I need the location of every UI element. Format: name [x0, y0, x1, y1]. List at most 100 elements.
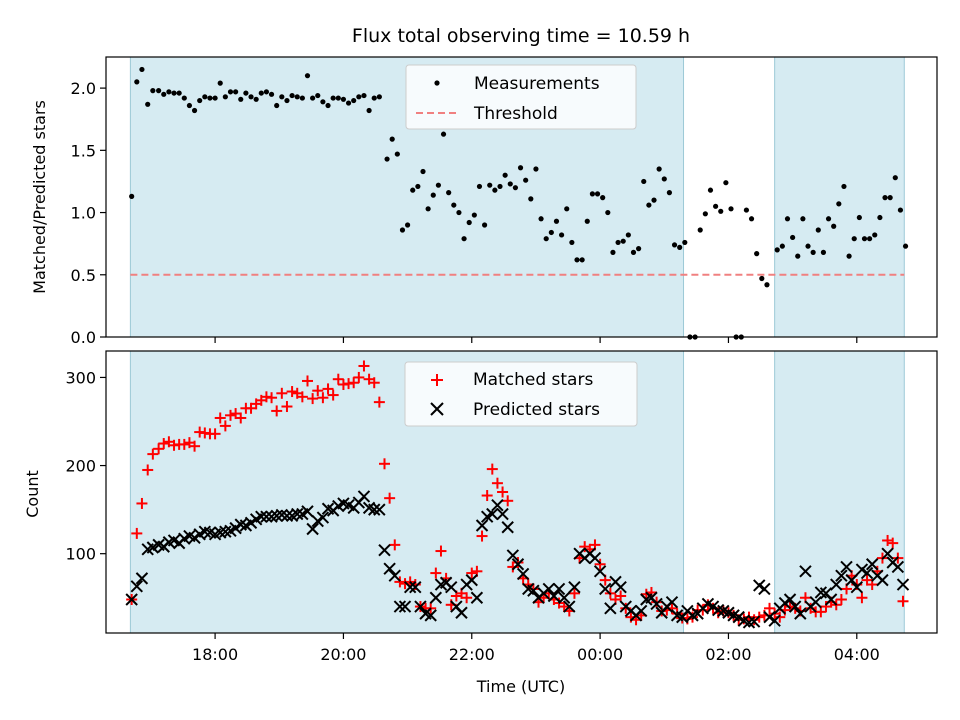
predicted-star-stroke [763, 610, 776, 624]
measurement-point [630, 249, 637, 255]
matched-star-point [882, 534, 894, 546]
matched-star-point [697, 604, 709, 616]
measurement-point [446, 190, 452, 196]
measurement-point [543, 236, 549, 242]
predicted-star-point [634, 604, 648, 618]
predicted-star-stroke [516, 567, 530, 581]
top-panel: 0.00.51.01.52.0 Matched/Predicted stars … [30, 56, 938, 347]
measurement-point [351, 97, 357, 104]
predicted-star-stroke [552, 582, 566, 596]
predicted-star-stroke [891, 560, 905, 574]
predicted-star-point [516, 567, 530, 581]
measurement-point [263, 89, 270, 95]
predicted-star-stroke [398, 600, 412, 613]
predicted-star-stroke [701, 597, 715, 611]
predicted-star-point [393, 600, 407, 613]
predicted-star-stroke [732, 610, 745, 624]
measurement-point [217, 80, 223, 86]
predicted-star-stroke [840, 560, 853, 574]
measurement-point [671, 242, 678, 248]
bottom-axes-frame [105, 350, 938, 634]
y-tick-label: 0.5 [71, 266, 96, 285]
measurement-point [466, 219, 472, 226]
predicted-star-stroke [465, 573, 478, 587]
top-legend-box [405, 64, 637, 130]
predicted-star-stroke [429, 591, 443, 604]
predicted-star-stroke [393, 600, 407, 613]
measurement-point [404, 222, 411, 228]
predicted-star-stroke [706, 600, 720, 613]
matched-star-point [327, 389, 339, 401]
measurement-point [523, 177, 529, 183]
measurement-point [176, 90, 182, 96]
predicted-star-stroke [445, 580, 458, 594]
measurement-point [304, 73, 311, 79]
measurement-point [315, 92, 321, 99]
y-tick-label: 2.0 [71, 79, 96, 98]
y-tick-label: 300 [65, 368, 96, 387]
predicted-star-stroke [486, 507, 499, 521]
predicted-star-stroke [291, 507, 304, 521]
matched-star-point [594, 558, 606, 570]
predicted-star-stroke [501, 521, 514, 534]
measurement-point [197, 97, 203, 104]
predicted-star-stroke [316, 511, 330, 524]
predicted-star-stroke [737, 614, 751, 627]
predicted-star-stroke [665, 595, 679, 609]
measurement-point [882, 195, 888, 201]
predicted-star-point [506, 549, 520, 562]
measurement-point [825, 216, 832, 222]
measurement-point [564, 206, 570, 212]
measurement-point [325, 102, 331, 109]
x-tick-label: 22:00 [449, 645, 495, 664]
matched-star-point [301, 375, 313, 387]
measurement-point [815, 227, 821, 233]
predicted-star-point [429, 591, 443, 604]
measurement-point [841, 183, 847, 190]
predicted-star-stroke [383, 562, 396, 575]
matched-star-point [399, 578, 411, 590]
predicted-star-point [747, 615, 761, 628]
predicted-star-stroke [470, 591, 484, 604]
predicted-star-stroke [373, 503, 386, 516]
predicted-star-stroke [496, 507, 509, 521]
measurement-point [728, 206, 734, 212]
measurement-point [289, 92, 295, 99]
matched-star-point [209, 428, 221, 440]
measurement-point [456, 209, 462, 216]
predicted-star-point [840, 560, 853, 574]
measurement-point [497, 183, 503, 190]
predicted-star-stroke [306, 522, 319, 536]
legend-matched-label: Matched stars [473, 370, 593, 390]
y-tick-label: 1.0 [71, 204, 96, 223]
matched-star-point [373, 396, 385, 408]
measurement-point [517, 165, 524, 171]
matched-star-point [486, 463, 498, 475]
bottom-legend: Matched stars Predicted stars [404, 361, 638, 427]
predicted-star-stroke [409, 580, 422, 594]
measurement-point [677, 244, 683, 250]
matched-star-point [219, 420, 231, 432]
measurement-point [779, 243, 785, 249]
matched-star-point [131, 527, 143, 539]
predicted-star-point [398, 600, 412, 613]
legend-predicted-label: Predicted stars [473, 400, 600, 420]
bottom-legend-box [404, 361, 638, 427]
measurement-point [268, 91, 275, 97]
predicted-star-stroke [362, 501, 376, 515]
predicted-star-point [511, 558, 525, 571]
predicted-star-point [614, 580, 627, 594]
predicted-star-point [557, 591, 571, 604]
predicted-star-point [255, 510, 268, 523]
measurement-point [274, 102, 280, 109]
matched-star-point [147, 448, 159, 460]
matched-star-point [142, 464, 154, 476]
measurement-point [836, 201, 842, 207]
predicted-star-point [768, 614, 781, 627]
measurement-point [248, 94, 254, 100]
measurement-point [625, 232, 631, 238]
legend-measurements-label: Measurements [474, 74, 600, 94]
measurement-point [502, 172, 508, 178]
matched-star-point [358, 360, 370, 372]
